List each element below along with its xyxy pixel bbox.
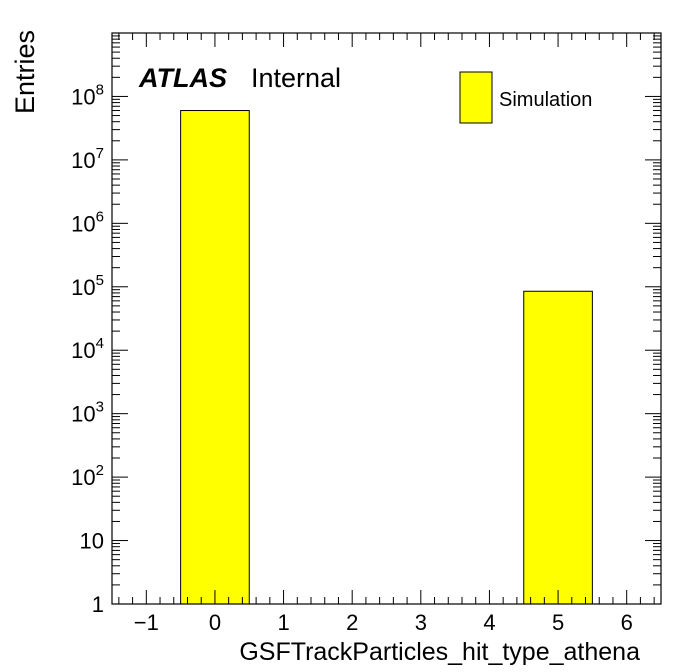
x-tick-label: 2 <box>346 610 358 635</box>
x-tick-label: 6 <box>621 610 633 635</box>
atlas-label-internal: Internal <box>251 63 341 93</box>
legend-label: Simulation <box>499 89 592 111</box>
legend: Simulation <box>459 71 592 124</box>
y-tick-label: 104 <box>71 335 104 363</box>
y-tick-label: 103 <box>71 399 104 427</box>
x-tick-label: 4 <box>483 610 495 635</box>
x-tick-labels: −1 0 1 2 3 4 5 6 <box>134 610 633 635</box>
y-tick-label: 107 <box>71 145 104 173</box>
y-tick-label: 1 <box>92 592 104 617</box>
legend-swatch <box>459 71 493 124</box>
y-tick-label: 108 <box>71 81 104 109</box>
y-tick-label: 102 <box>71 462 104 490</box>
x-tick-label: 0 <box>209 610 221 635</box>
x-tick-label: −1 <box>134 610 159 635</box>
x-axis-label: GSFTrackParticles_hit_type_athena <box>239 638 640 666</box>
atlas-label-bold: ATLAS <box>138 63 227 93</box>
axis-ticks <box>112 33 661 605</box>
histogram-bars <box>180 110 593 605</box>
histogram-bar-0 <box>180 110 250 605</box>
y-axis-label: Entries <box>10 30 40 114</box>
plot-frame <box>111 32 662 605</box>
y-tick-label: 105 <box>71 272 104 300</box>
y-tick-labels: 1 10 102 103 104 105 106 107 108 <box>71 81 104 617</box>
x-tick-label: 5 <box>552 610 564 635</box>
y-tick-label: 10 <box>80 529 104 554</box>
x-tick-label: 3 <box>415 610 427 635</box>
x-tick-label: 1 <box>277 610 289 635</box>
atlas-label: ATLAS Internal <box>138 63 341 93</box>
y-tick-label: 106 <box>71 208 104 236</box>
histogram-bar-1 <box>523 290 593 605</box>
